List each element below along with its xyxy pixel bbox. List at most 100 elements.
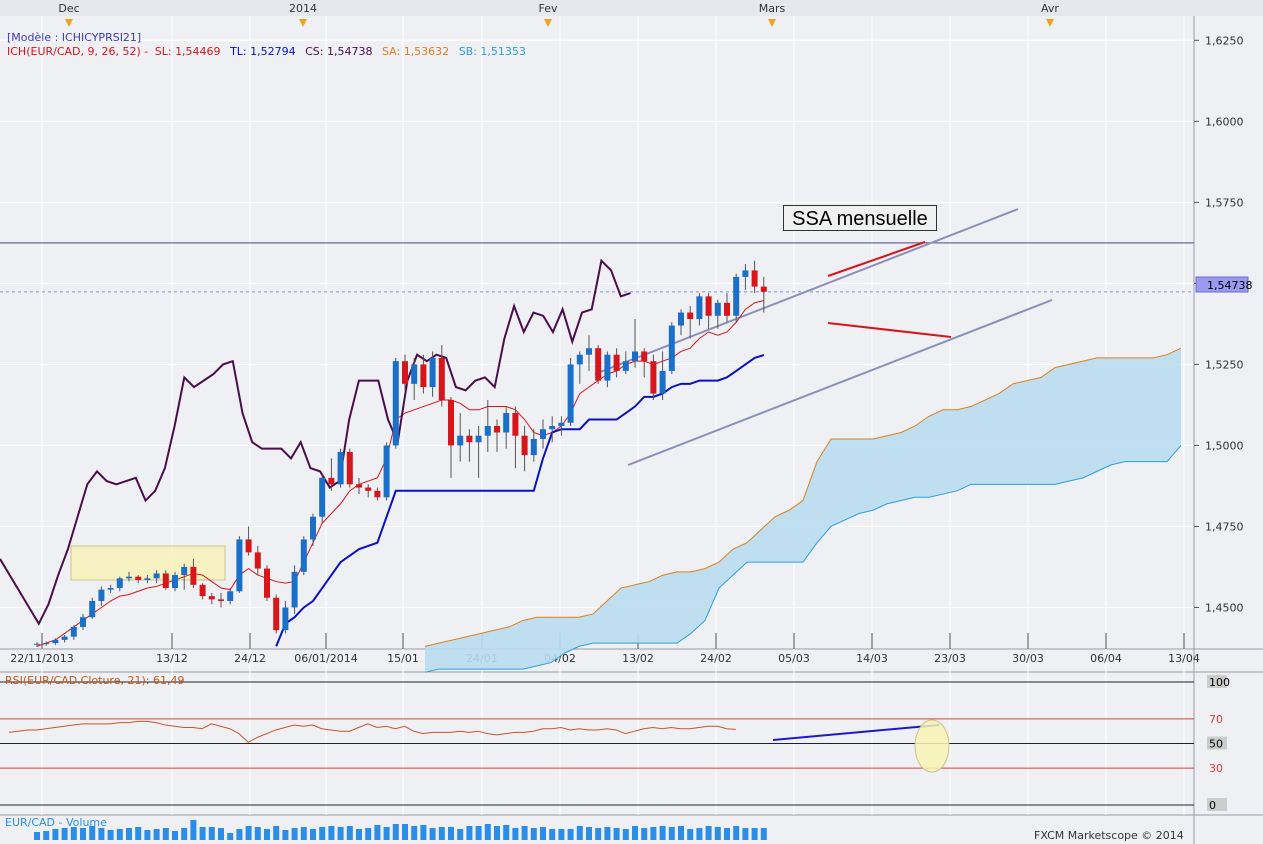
wedge-upper-red-line: [827, 241, 926, 277]
volume-bar: [530, 828, 537, 840]
volume-bar: [70, 827, 77, 840]
volume-bar: [374, 825, 381, 840]
rsi-level-tag-bg: [1207, 736, 1227, 750]
candle-bullish: [742, 270, 749, 277]
x-tick-label: 15/01: [387, 652, 419, 665]
volume-bar: [668, 827, 675, 840]
candle-bullish: [622, 361, 629, 371]
candle-bullish: [733, 276, 740, 316]
candle-bearish: [264, 568, 270, 598]
volume-bar: [632, 826, 638, 840]
candle-bearish: [328, 477, 335, 485]
rsi-level-tag-bg: [1207, 798, 1227, 811]
volume-bar: [595, 828, 602, 840]
volume-bar: [356, 829, 362, 840]
volume-bar: [724, 828, 730, 840]
candle-bearish: [374, 490, 381, 498]
candle-bearish: [402, 361, 408, 384]
rsi-highlight-ellipse: [914, 719, 950, 773]
volume-bar: [733, 826, 740, 840]
x-tick-label: 24/02: [700, 652, 732, 665]
candle-bullish: [530, 438, 537, 456]
candle-bullish: [89, 601, 96, 618]
volume-bar: [245, 826, 252, 840]
volume-bar: [172, 831, 178, 840]
candle-bullish: [457, 435, 464, 446]
volume-bar: [282, 830, 289, 840]
volume-bar: [521, 826, 528, 840]
channel-lower-line: [627, 299, 1053, 466]
candle-bearish: [420, 364, 427, 388]
volume-bar: [429, 828, 436, 840]
month-label: Avr: [1041, 2, 1059, 15]
price-tag-label: 1,54738: [1207, 279, 1253, 292]
rsi-trendline: [772, 724, 940, 741]
volume-bar: [34, 832, 40, 840]
volume-bar: [567, 829, 574, 840]
x-tick-label: 24/12: [234, 652, 266, 665]
x-axis-labels: 22/11/201313/1224/1206/01/201415/0124/01…: [10, 633, 1200, 665]
volume-bar: [236, 829, 243, 840]
volume-bar: [586, 827, 592, 840]
candles: [34, 260, 767, 648]
candle-bullish: [549, 425, 556, 430]
volume-bar: [448, 827, 454, 840]
price-tag-bg: [1195, 276, 1249, 293]
volume-bar: [61, 828, 68, 840]
rsi-level-label: 30: [1209, 762, 1223, 775]
volume-bar: [687, 829, 694, 840]
candle-bullish: [282, 607, 289, 631]
volume-bar: [337, 827, 344, 840]
candle-bullish: [80, 617, 86, 627]
candle-bearish: [521, 435, 528, 456]
candle-bullish: [70, 626, 77, 637]
candle-bullish: [632, 351, 638, 362]
volume-bar: [576, 826, 583, 840]
candle-bullish: [668, 325, 675, 371]
copyright-label: FXCM Marketscope © 2014: [1034, 829, 1184, 842]
candle-bullish: [116, 578, 123, 589]
candle-bullish: [153, 573, 160, 579]
volume-bar: [328, 826, 335, 840]
wedge-lower-red-line: [827, 322, 952, 338]
x-tick-label: 05/03: [778, 652, 810, 665]
volume-bar: [52, 829, 59, 840]
y-tick-label: 1,6000: [1205, 115, 1244, 128]
candle-bullish: [310, 516, 316, 540]
candle-bullish: [227, 591, 234, 602]
candle-bullish: [107, 588, 114, 590]
volume-bar: [89, 826, 96, 840]
volume-bar: [346, 826, 353, 840]
candle-bearish: [641, 351, 648, 362]
volume-panel: [34, 820, 767, 840]
legend-sb: SB: 1,51353: [458, 45, 526, 58]
volume-bar: [208, 827, 215, 840]
candle-bearish: [365, 487, 372, 491]
month-marker-triangle: [1046, 19, 1054, 27]
y-tick-label: 1,5250: [1205, 358, 1244, 371]
candle-bearish: [512, 413, 519, 436]
candle-bullish: [126, 576, 132, 579]
x-tick-label: 30/03: [1012, 652, 1044, 665]
volume-bar: [558, 829, 565, 840]
last-price-tag: 1,54738: [1195, 276, 1253, 293]
candle-bearish: [760, 286, 767, 292]
candle-bullish: [586, 348, 592, 355]
volume-bar: [622, 829, 629, 840]
legend-ichimoku-line: ICH(EUR/CAD, 9, 26, 52) - SL: 1,54469 TL…: [7, 45, 526, 58]
candle-bullish: [540, 429, 546, 439]
volume-bar: [475, 826, 482, 840]
volume-bar: [678, 826, 684, 840]
ssa-mensuelle-annotation: SSA mensuelle: [783, 205, 937, 231]
y-tick-label: 1,4750: [1205, 520, 1244, 533]
candle-bullish: [503, 413, 510, 433]
candle-bearish: [135, 576, 142, 580]
volume-bar: [365, 828, 372, 840]
volume-bar: [484, 824, 491, 840]
volume-bar: [659, 826, 666, 840]
channel-upper-line: [594, 208, 1019, 375]
rsi-panel: 100 70 50 30 0: [0, 675, 1230, 812]
candle-bullish: [181, 566, 188, 576]
month-markers: Dec 2014 Fev Mars Avr: [58, 2, 1059, 27]
candle-bullish: [383, 445, 390, 498]
